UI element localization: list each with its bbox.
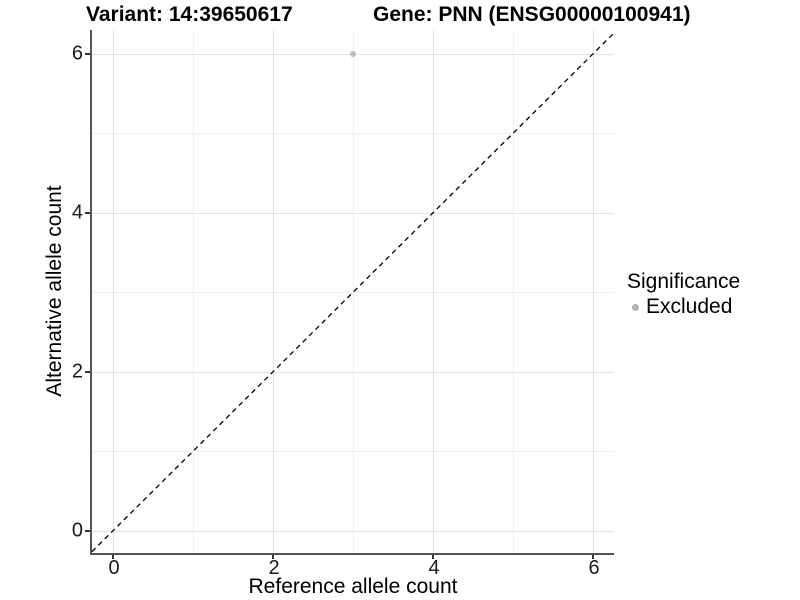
x-axis-line [90,553,614,555]
x-major-gridline [113,30,114,553]
x-axis-tick [432,555,434,559]
y-major-gridline [92,212,614,214]
y-tick-label: 4 [71,201,83,224]
y-major-gridline [92,530,614,532]
x-major-gridline [273,30,274,553]
x-axis-title: Reference allele count [248,575,458,598]
legend-item-label: Excluded [646,295,733,318]
x-minor-gridline [193,30,194,553]
y-axis-tick [85,211,90,214]
y-tick-label: 6 [71,42,83,65]
x-tick-label: 2 [268,557,280,579]
y-minor-gridline [92,451,614,453]
plot-title-variant: Variant: 14:39650617 [86,3,293,26]
x-axis-tick [272,555,274,559]
x-tick-label: 4 [428,557,440,579]
legend-title: Significance [627,270,741,293]
y-minor-gridline [92,133,614,135]
x-tick-label: 6 [588,557,600,579]
y-axis-tick [85,52,90,55]
y-tick-label: 2 [71,360,83,383]
legend-point-icon [632,303,639,311]
legend-item-excluded: Excluded [627,295,740,319]
plot-panel [91,30,615,553]
y-axis-tick [85,370,90,373]
y-axis-line [90,30,92,555]
x-minor-gridline [513,30,514,553]
y-major-gridline [92,371,614,373]
x-major-gridline [593,30,594,553]
data-point [350,50,356,57]
legend: Significance Excluded [627,270,740,319]
identity-dashed-line [91,32,615,553]
x-minor-gridline [353,30,354,553]
x-major-gridline [433,30,434,553]
x-axis-tick [112,555,114,559]
y-axis-tick [85,529,90,532]
y-minor-gridline [92,292,614,294]
y-tick-label: 0 [71,519,83,542]
x-tick-label: 0 [108,557,120,579]
plot-title-gene: Gene: PNN (ENSG00000100941) [373,3,691,26]
x-axis-tick [592,555,594,559]
